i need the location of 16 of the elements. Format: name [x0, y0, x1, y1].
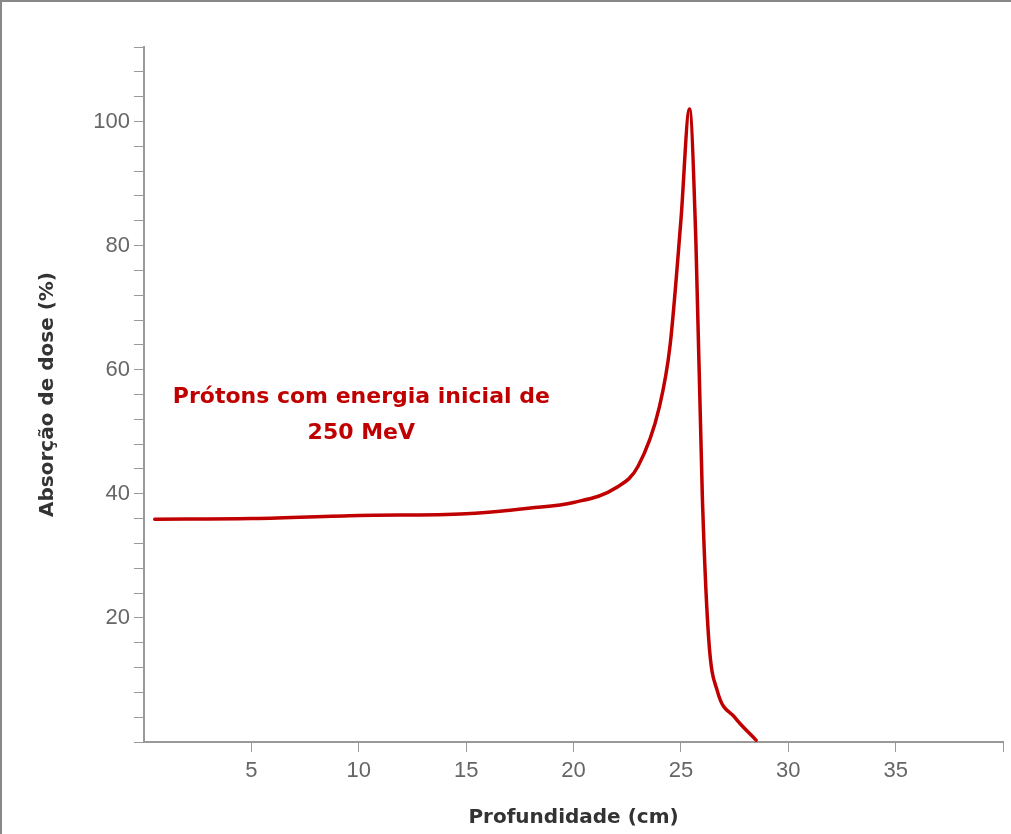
y-tick-label: 40 [105, 479, 130, 505]
y-tick-label: 60 [105, 355, 130, 381]
x-tick-label: 30 [776, 757, 801, 783]
x-tick-label: 25 [668, 757, 694, 783]
x-tick-label: 10 [346, 757, 371, 783]
y-axis-title: Absorção de dose (%) [34, 271, 59, 518]
x-tick-label: 20 [561, 757, 586, 783]
x-axis-title: Profundidade (cm) [468, 804, 679, 829]
line-series [152, 107, 758, 742]
y-tick-label: 100 [93, 107, 130, 133]
y-tick-label: 80 [105, 231, 130, 257]
y-tick-label: 20 [105, 603, 130, 629]
x-tick-label: 5 [245, 757, 258, 783]
x-tick-label: 15 [453, 757, 479, 783]
x-tick-label: 35 [883, 757, 908, 783]
annotation: Prótons com energia inicial de 250 MeV [172, 383, 550, 445]
